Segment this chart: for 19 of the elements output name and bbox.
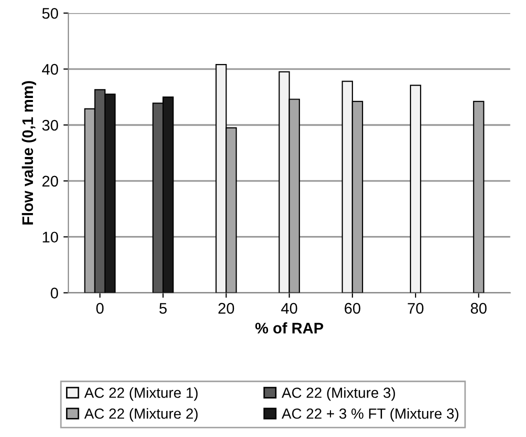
y-tick-label: 0 <box>50 288 58 298</box>
x-tick-label: 40 <box>281 302 298 314</box>
legend-label: AC 22 + 3 % FT (Mixture 3) <box>282 408 458 422</box>
y-tick-label: 10 <box>42 232 58 243</box>
y-tick-label: 20 <box>42 176 58 187</box>
x-tick-label: 80 <box>470 302 487 314</box>
x-axis-title: % of RAP <box>255 322 324 334</box>
x-tick-label: 70 <box>408 302 424 314</box>
legend-label: AC 22 (Mixture 1) <box>84 387 198 401</box>
x-tick-label: 5 <box>159 303 167 314</box>
y-tick-label: 30 <box>42 120 58 131</box>
x-tick-label: 0 <box>96 302 104 314</box>
x-tick-label: 60 <box>344 302 360 314</box>
y-tick-label: 50 <box>42 8 58 19</box>
legend-label: AC 22 (Mixture 3) <box>282 387 395 401</box>
y-tick-label: 40 <box>42 64 58 75</box>
y-axis-title: Flow value (0,1 mm) <box>22 81 36 225</box>
x-tick-label: 20 <box>218 302 234 314</box>
legend-label: AC 22 (Mixture 2) <box>84 408 198 422</box>
